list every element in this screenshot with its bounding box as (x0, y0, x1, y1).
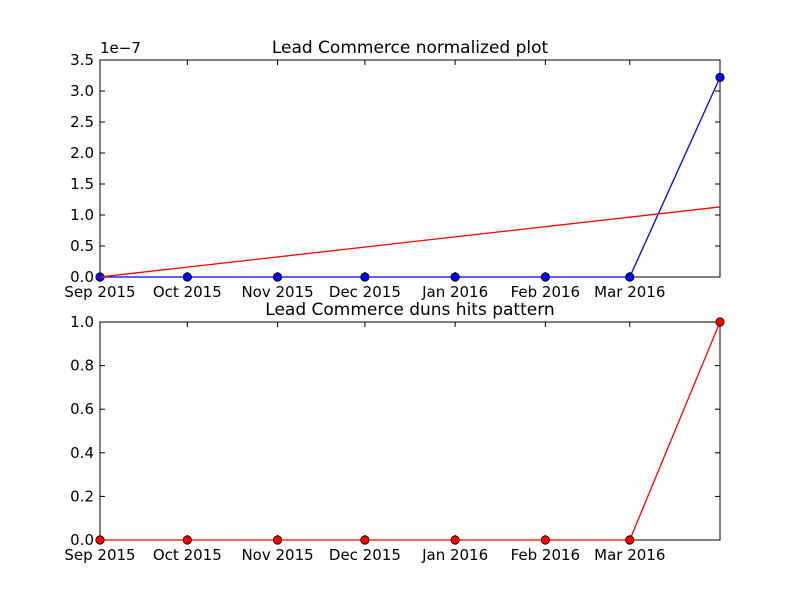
x-tick-label: Nov 2015 (241, 546, 313, 564)
y-tick-label: 0.2 (70, 487, 94, 505)
x-tick-label: Oct 2015 (153, 283, 222, 301)
series-line (100, 321, 721, 541)
data-point (360, 535, 370, 545)
data-point (182, 535, 192, 545)
data-point (540, 272, 550, 282)
x-tick-label: Oct 2015 (153, 546, 222, 564)
y-tick-label: 0.6 (70, 400, 94, 418)
data-point (450, 272, 460, 282)
data-point (625, 535, 635, 545)
x-tick-label: Sep 2015 (64, 546, 135, 564)
x-tick-label: Jan 2016 (421, 283, 488, 301)
y-tick-label: 1.5 (70, 175, 94, 193)
y-offset-label: 1e−7 (100, 39, 141, 57)
x-tick-label: Dec 2015 (329, 283, 401, 301)
y-tick-label: 0.0 (70, 268, 94, 286)
y-tick-label: 1.0 (70, 313, 94, 331)
y-tick-label: 2.5 (70, 113, 94, 131)
x-tick-label: Nov 2015 (241, 283, 313, 301)
x-tick-label: Dec 2015 (329, 546, 401, 564)
data-point (360, 272, 370, 282)
x-tick-label: Sep 2015 (64, 283, 135, 301)
y-tick-label: 0.4 (70, 444, 94, 462)
chart-title: Lead Commerce normalized plot (272, 38, 549, 58)
data-point (450, 535, 460, 545)
data-point (272, 272, 283, 282)
chart-1: Lead Commerce normalized plot 0.0 0.5 1.0 1.… (64, 38, 725, 301)
y-tick-label: 0.5 (70, 237, 94, 255)
y-tick-label: 0.8 (70, 357, 94, 375)
chart-title: Lead Commerce duns hits pattern (265, 300, 554, 320)
data-point (540, 535, 550, 545)
y-tick-label: 3.0 (70, 82, 94, 100)
x-tick-label: Feb 2016 (511, 546, 581, 564)
data-point (272, 535, 283, 545)
x-tick-label: Jan 2016 (421, 546, 488, 564)
x-tick-label: Mar 2016 (594, 546, 665, 564)
data-point (182, 272, 192, 282)
data-point (715, 317, 725, 327)
chart-2: Lead Commerce duns hits pattern 0.0 0.2 0.4… (64, 300, 725, 564)
y-tick-label: 3.5 (70, 51, 94, 69)
data-point (715, 72, 725, 82)
y-tick-label: 0.0 (70, 531, 94, 549)
x-tick-label: Mar 2016 (594, 283, 665, 301)
data-point (95, 535, 105, 545)
y-tick-label: 1.0 (70, 206, 94, 224)
series-line (100, 77, 721, 278)
series-line (99, 206, 721, 278)
data-point (625, 272, 635, 282)
x-tick-label: Feb 2016 (511, 283, 581, 301)
y-tick-label: 2.0 (70, 144, 94, 162)
